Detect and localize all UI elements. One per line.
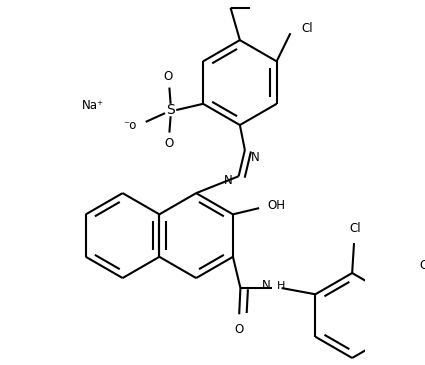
Text: Cl: Cl bbox=[302, 22, 313, 35]
Text: N: N bbox=[224, 174, 232, 187]
Text: O: O bbox=[419, 259, 425, 272]
Text: O: O bbox=[165, 137, 174, 150]
Text: N: N bbox=[262, 279, 270, 292]
Text: OH: OH bbox=[267, 199, 285, 212]
Text: S: S bbox=[166, 103, 175, 117]
Text: Na⁺: Na⁺ bbox=[82, 99, 104, 112]
Text: N: N bbox=[251, 151, 260, 164]
Text: Cl: Cl bbox=[349, 222, 361, 235]
Text: H: H bbox=[277, 281, 285, 291]
Text: ⁻o: ⁻o bbox=[124, 119, 137, 132]
Text: O: O bbox=[235, 323, 244, 336]
Text: O: O bbox=[164, 70, 173, 84]
